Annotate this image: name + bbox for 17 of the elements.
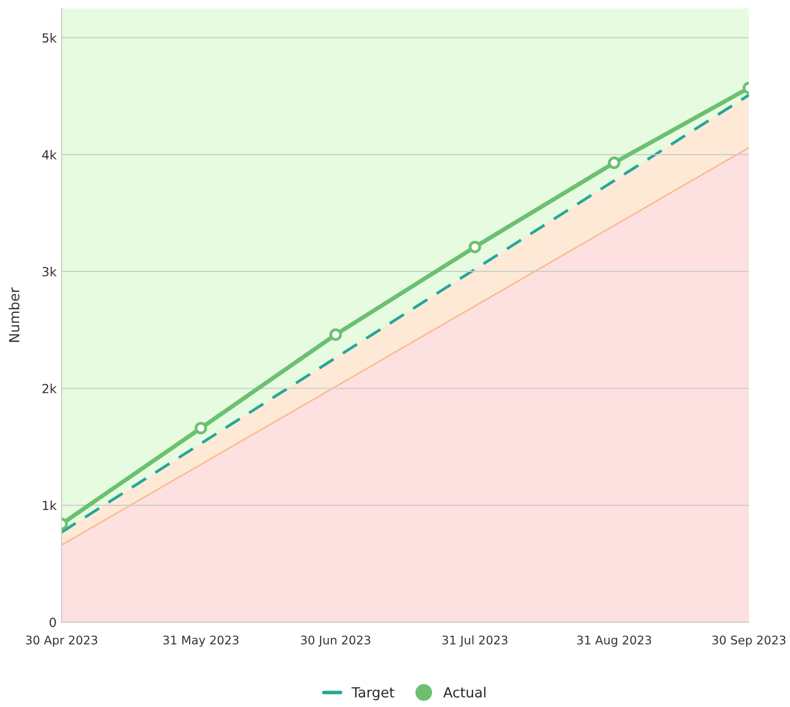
x-tick-label: 30 Apr 2023 (26, 636, 98, 647)
legend-label: Target (352, 687, 394, 700)
y-axis-title: Number (8, 287, 20, 342)
x-tick-label: 31 May 2023 (163, 636, 238, 647)
x-tick-label: 31 Aug 2023 (577, 636, 652, 647)
y-tick-label: 3k (42, 266, 57, 276)
legend-label: Actual (443, 686, 486, 698)
point (329, 328, 342, 341)
x-tick-label: 30 Jun 2023 (301, 636, 370, 647)
y-tick-label: 5k (42, 32, 57, 43)
y-tick-label: 4k (42, 150, 57, 160)
point (468, 240, 482, 254)
x-tick-label: 30 Sep 2023 (712, 636, 786, 647)
y-tick-label: 1k (42, 500, 57, 510)
y-tick-label: 0 (50, 618, 56, 628)
y-tick-label: 2k (42, 384, 57, 394)
x-tick-label: 31 Jul 2023 (442, 635, 508, 647)
